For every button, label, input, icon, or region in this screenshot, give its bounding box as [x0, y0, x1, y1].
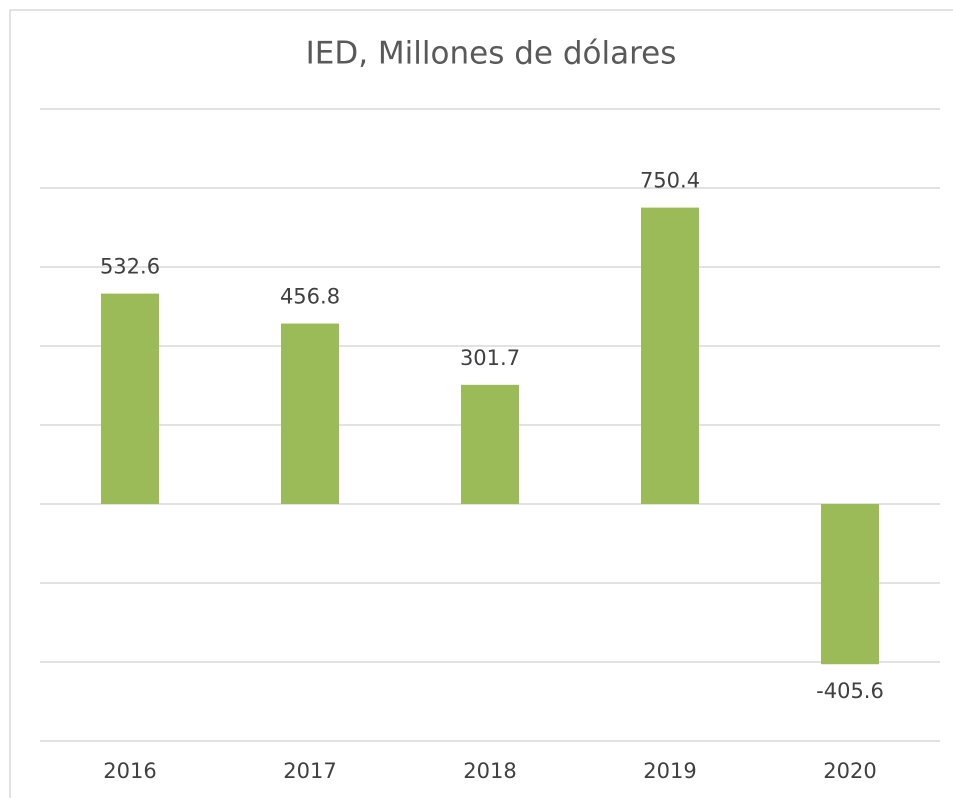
x-tick-label: 2020: [823, 759, 876, 783]
x-tick-label: 2016: [103, 759, 156, 783]
data-label: 750.4: [640, 169, 700, 193]
data-label: 532.6: [100, 255, 160, 279]
bar: [281, 323, 339, 504]
x-tick-label: 2018: [463, 759, 516, 783]
chart-title: IED, Millones de dólares: [306, 36, 677, 72]
x-tick-label: 2019: [643, 759, 696, 783]
bar: [461, 384, 519, 504]
bar: [101, 293, 159, 504]
data-label: -405.6: [816, 679, 884, 703]
data-label: 301.7: [460, 346, 520, 370]
data-label: 456.8: [280, 285, 340, 309]
bar: [641, 207, 699, 505]
x-tick-label: 2017: [283, 759, 336, 783]
bar: [821, 504, 879, 665]
